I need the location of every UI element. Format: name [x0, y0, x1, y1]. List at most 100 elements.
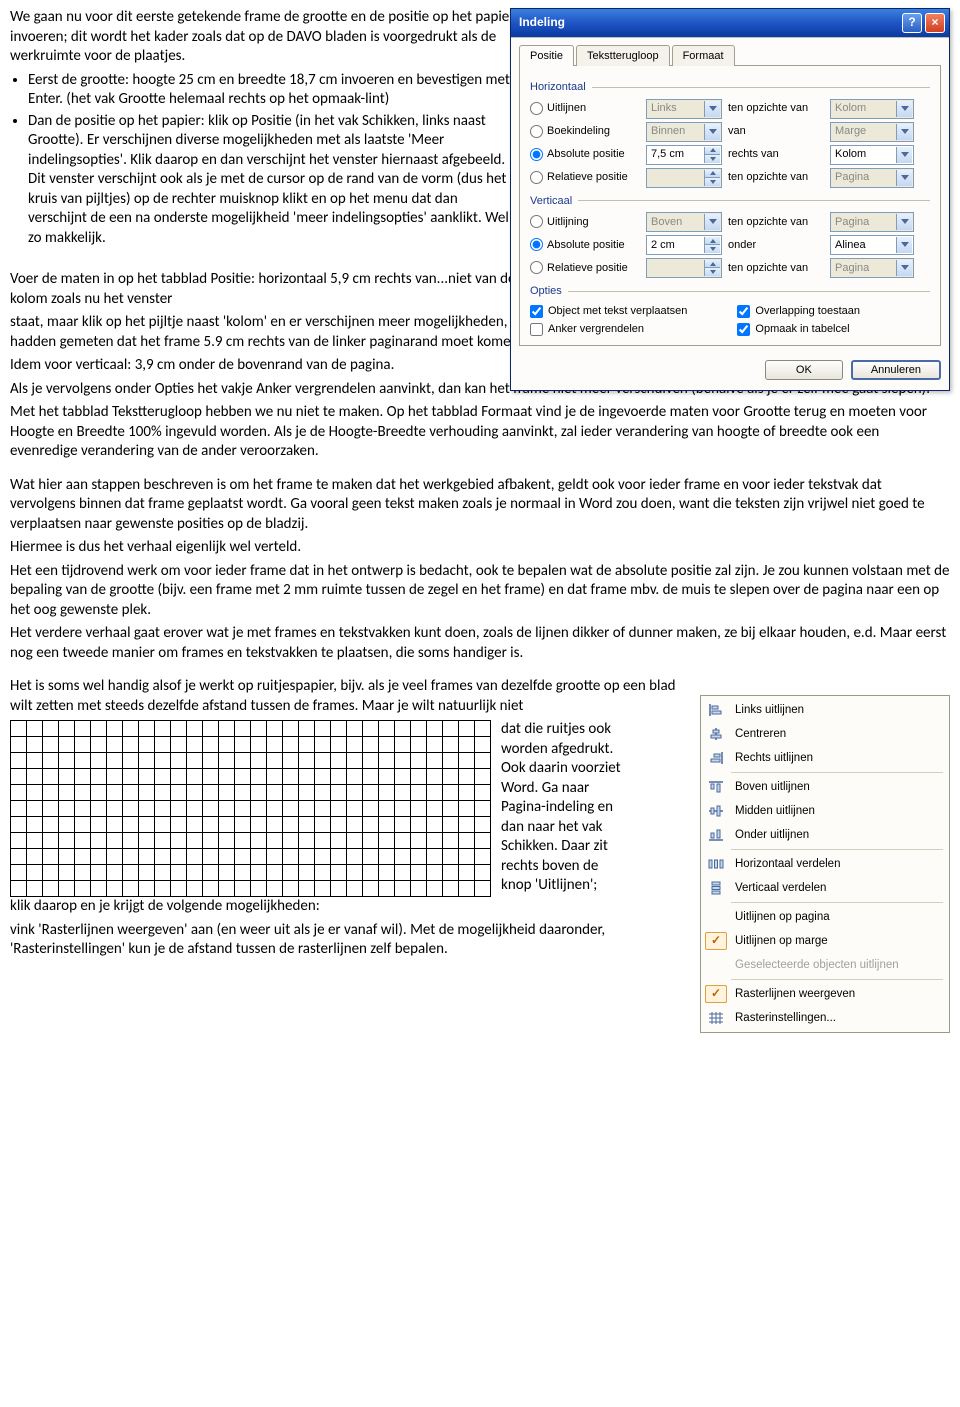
- combo-v-align-value[interactable]: Boven: [646, 212, 722, 232]
- menu-label: Uitlijnen op pagina: [735, 910, 830, 925]
- radio-v-absolute[interactable]: Absolute positie: [530, 238, 640, 252]
- para-11: klik daarop en je krijgt de volgende mog…: [10, 897, 690, 917]
- menu-align-middle[interactable]: Midden uitlijnen: [701, 799, 949, 823]
- bullet-list: Eerst de grootte: hoogte 25 cm en breedt…: [10, 71, 520, 249]
- chevron-down-icon: [704, 124, 720, 140]
- spin-down-icon[interactable]: [704, 178, 720, 186]
- radio-h-book-label: Boekindeling: [547, 124, 610, 138]
- radio-h-relative[interactable]: Relatieve positie: [530, 170, 640, 184]
- chevron-down-icon: [896, 124, 912, 140]
- para-6: Wat hier aan stappen beschreven is om he…: [10, 476, 950, 535]
- align-center-icon: [705, 725, 727, 743]
- combo-v-align-ref[interactable]: Pagina: [830, 212, 914, 232]
- spin-down-icon[interactable]: [704, 268, 720, 276]
- distribute-v-icon: [705, 879, 727, 897]
- input-h-relative-value[interactable]: [646, 168, 722, 188]
- label-v2-mid: onder: [728, 238, 824, 252]
- bullet-2: Dan de positie op het papier: klik op Po…: [28, 112, 520, 249]
- combo-v-relative-ref[interactable]: Pagina: [830, 258, 914, 278]
- chevron-down-icon: [896, 214, 912, 230]
- ok-button[interactable]: OK: [765, 360, 843, 380]
- spin-up-icon[interactable]: [704, 260, 720, 269]
- input-v-absolute-value[interactable]: 2 cm: [646, 235, 722, 255]
- check-layout-in-cell[interactable]: Opmaak in tabelcel: [737, 322, 860, 336]
- grid-settings-icon: [705, 1009, 727, 1027]
- menu-label: Rechts uitlijnen: [735, 751, 813, 766]
- menu-align-to-page[interactable]: Uitlijnen op pagina: [701, 905, 949, 929]
- group-horizontal: Horizontaal: [530, 80, 586, 94]
- input-h-absolute-value[interactable]: 7,5 cm: [646, 145, 722, 165]
- combo-h-align-ref[interactable]: Kolom: [830, 99, 914, 119]
- check-lock-anchor[interactable]: Anker vergrendelen: [530, 322, 687, 336]
- para-9: Het verdere verhaal gaat erover wat je m…: [10, 624, 950, 663]
- dialog-titlebar[interactable]: Indeling ? ×: [511, 9, 949, 37]
- align-middle-icon: [705, 802, 727, 820]
- chevron-down-icon: [896, 101, 912, 117]
- close-button[interactable]: ×: [925, 13, 945, 33]
- grid-example: [10, 720, 491, 897]
- combo-h-book-value[interactable]: Binnen: [646, 122, 722, 142]
- menu-distribute-horizontal[interactable]: Horizontaal verdelen: [701, 852, 949, 876]
- spin-up-icon[interactable]: [704, 147, 720, 156]
- layout-dialog: Indeling ? × Positie Tekstterugloop Form…: [510, 8, 950, 391]
- align-right-icon: [705, 749, 727, 767]
- para-8: Het een tijdrovend werk om voor ieder fr…: [10, 562, 950, 621]
- radio-v-relative[interactable]: Relatieve positie: [530, 261, 640, 275]
- menu-label: Boven uitlijnen: [735, 780, 810, 795]
- menu-label: Midden uitlijnen: [735, 804, 815, 819]
- bullet-2a: Dan de positie op het papier: klik op Po…: [28, 112, 505, 169]
- spin-down-icon[interactable]: [704, 245, 720, 253]
- menu-align-right[interactable]: Rechts uitlijnen: [701, 746, 949, 770]
- check-icon: ✓: [705, 985, 727, 1003]
- menu-grid-settings[interactable]: Rasterinstellingen...: [701, 1006, 949, 1030]
- group-vertical: Verticaal: [530, 194, 572, 208]
- radio-h-align[interactable]: Uitlijnen: [530, 101, 640, 115]
- label-h4-mid: ten opzichte van: [728, 170, 824, 184]
- radio-v-align[interactable]: Uitlijning: [530, 215, 640, 229]
- chevron-down-icon: [896, 237, 912, 253]
- check-allow-overlap[interactable]: Overlapping toestaan: [737, 304, 860, 318]
- cancel-button[interactable]: Annuleren: [851, 360, 941, 380]
- menu-align-top[interactable]: Boven uitlijnen: [701, 775, 949, 799]
- combo-h-book-ref[interactable]: Marge: [830, 122, 914, 142]
- check-icon: ✓: [705, 932, 727, 950]
- menu-distribute-vertical[interactable]: Verticaal verdelen: [701, 876, 949, 900]
- menu-label: Horizontaal verdelen: [735, 857, 840, 872]
- menu-align-bottom[interactable]: Onder uitlijnen: [701, 823, 949, 847]
- menu-show-gridlines[interactable]: ✓ Rasterlijnen weergeven: [701, 982, 949, 1006]
- tab-position[interactable]: Positie: [519, 45, 574, 66]
- label-h2-mid: van: [728, 124, 824, 138]
- distribute-h-icon: [705, 855, 727, 873]
- combo-h-align-value[interactable]: Links: [646, 99, 722, 119]
- menu-align-center[interactable]: Centreren: [701, 722, 949, 746]
- chevron-down-icon: [704, 214, 720, 230]
- spin-up-icon[interactable]: [704, 170, 720, 179]
- check-move-with-text[interactable]: Object met tekst verplaatsen: [530, 304, 687, 318]
- combo-h-relative-ref[interactable]: Pagina: [830, 168, 914, 188]
- radio-h-relative-label: Relatieve positie: [547, 170, 628, 184]
- input-v-relative-value[interactable]: [646, 258, 722, 278]
- bullet-1: Eerst de grootte: hoogte 25 cm en breedt…: [28, 71, 520, 110]
- tab-textwrap[interactable]: Tekstterugloop: [576, 45, 670, 66]
- menu-label: Onder uitlijnen: [735, 828, 809, 843]
- align-menu: Links uitlijnen Centreren Rechts uitlijn…: [700, 695, 950, 1033]
- intro-text: We gaan nu voor dit eerste getekende fra…: [10, 8, 520, 67]
- spin-down-icon[interactable]: [704, 155, 720, 163]
- para-12: vink 'Rasterlijnen weergeven' aan (en we…: [10, 921, 690, 960]
- radio-h-absolute[interactable]: Absolute positie: [530, 147, 640, 161]
- help-button[interactable]: ?: [902, 13, 922, 33]
- para-10a: Het is soms wel handig alsof je werkt op…: [10, 677, 690, 716]
- menu-align-to-margin[interactable]: ✓ Uitlijnen op marge: [701, 929, 949, 953]
- tab-format[interactable]: Formaat: [672, 45, 735, 66]
- spin-up-icon[interactable]: [704, 237, 720, 246]
- menu-align-left[interactable]: Links uitlijnen: [701, 698, 949, 722]
- combo-h-absolute-ref[interactable]: Kolom: [830, 145, 914, 165]
- group-options: Opties: [530, 284, 562, 298]
- label-h3-mid: rechts van: [728, 147, 824, 161]
- menu-label: Geselecteerde objecten uitlijnen: [735, 958, 899, 973]
- radio-v-absolute-label: Absolute positie: [547, 238, 625, 252]
- combo-v-absolute-ref[interactable]: Alinea: [830, 235, 914, 255]
- align-bottom-icon: [705, 826, 727, 844]
- align-left-icon: [705, 701, 727, 719]
- radio-h-book[interactable]: Boekindeling: [530, 124, 640, 138]
